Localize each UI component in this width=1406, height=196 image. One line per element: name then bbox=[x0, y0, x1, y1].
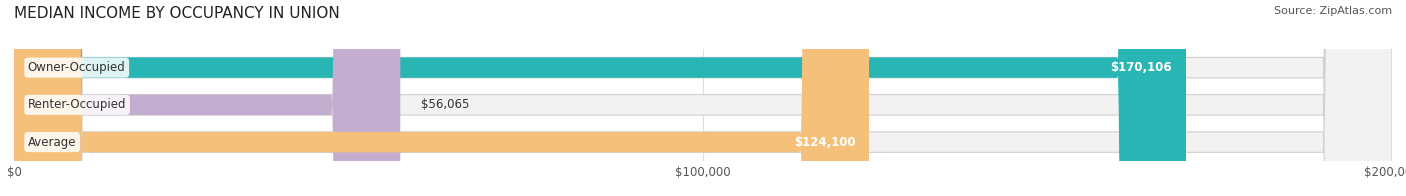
FancyBboxPatch shape bbox=[14, 0, 401, 196]
Text: Average: Average bbox=[28, 136, 76, 149]
Text: $170,106: $170,106 bbox=[1111, 61, 1173, 74]
FancyBboxPatch shape bbox=[14, 0, 1392, 196]
FancyBboxPatch shape bbox=[14, 0, 1392, 196]
Text: Owner-Occupied: Owner-Occupied bbox=[28, 61, 125, 74]
Text: $56,065: $56,065 bbox=[420, 98, 470, 111]
Text: $124,100: $124,100 bbox=[793, 136, 855, 149]
FancyBboxPatch shape bbox=[14, 0, 1392, 196]
FancyBboxPatch shape bbox=[14, 0, 869, 196]
Text: Source: ZipAtlas.com: Source: ZipAtlas.com bbox=[1274, 6, 1392, 16]
Text: Renter-Occupied: Renter-Occupied bbox=[28, 98, 127, 111]
Text: MEDIAN INCOME BY OCCUPANCY IN UNION: MEDIAN INCOME BY OCCUPANCY IN UNION bbox=[14, 6, 340, 21]
FancyBboxPatch shape bbox=[14, 0, 1187, 196]
